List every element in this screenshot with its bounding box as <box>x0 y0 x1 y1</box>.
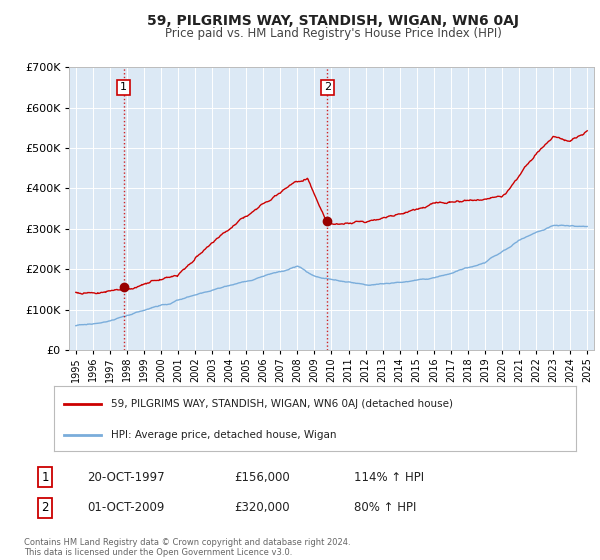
Text: 2: 2 <box>41 501 49 515</box>
Text: 2: 2 <box>323 82 331 92</box>
Text: Price paid vs. HM Land Registry's House Price Index (HPI): Price paid vs. HM Land Registry's House … <box>164 27 502 40</box>
Text: 1: 1 <box>41 470 49 484</box>
Text: HPI: Average price, detached house, Wigan: HPI: Average price, detached house, Wiga… <box>112 430 337 440</box>
Text: 59, PILGRIMS WAY, STANDISH, WIGAN, WN6 0AJ: 59, PILGRIMS WAY, STANDISH, WIGAN, WN6 0… <box>147 14 519 28</box>
Text: £156,000: £156,000 <box>234 470 290 484</box>
Text: Contains HM Land Registry data © Crown copyright and database right 2024.
This d: Contains HM Land Registry data © Crown c… <box>24 538 350 557</box>
Text: 01-OCT-2009: 01-OCT-2009 <box>87 501 164 515</box>
Text: 1: 1 <box>120 82 127 92</box>
Text: 80% ↑ HPI: 80% ↑ HPI <box>354 501 416 515</box>
Text: 59, PILGRIMS WAY, STANDISH, WIGAN, WN6 0AJ (detached house): 59, PILGRIMS WAY, STANDISH, WIGAN, WN6 0… <box>112 399 454 409</box>
Text: £320,000: £320,000 <box>234 501 290 515</box>
Text: 20-OCT-1997: 20-OCT-1997 <box>87 470 164 484</box>
Text: 114% ↑ HPI: 114% ↑ HPI <box>354 470 424 484</box>
